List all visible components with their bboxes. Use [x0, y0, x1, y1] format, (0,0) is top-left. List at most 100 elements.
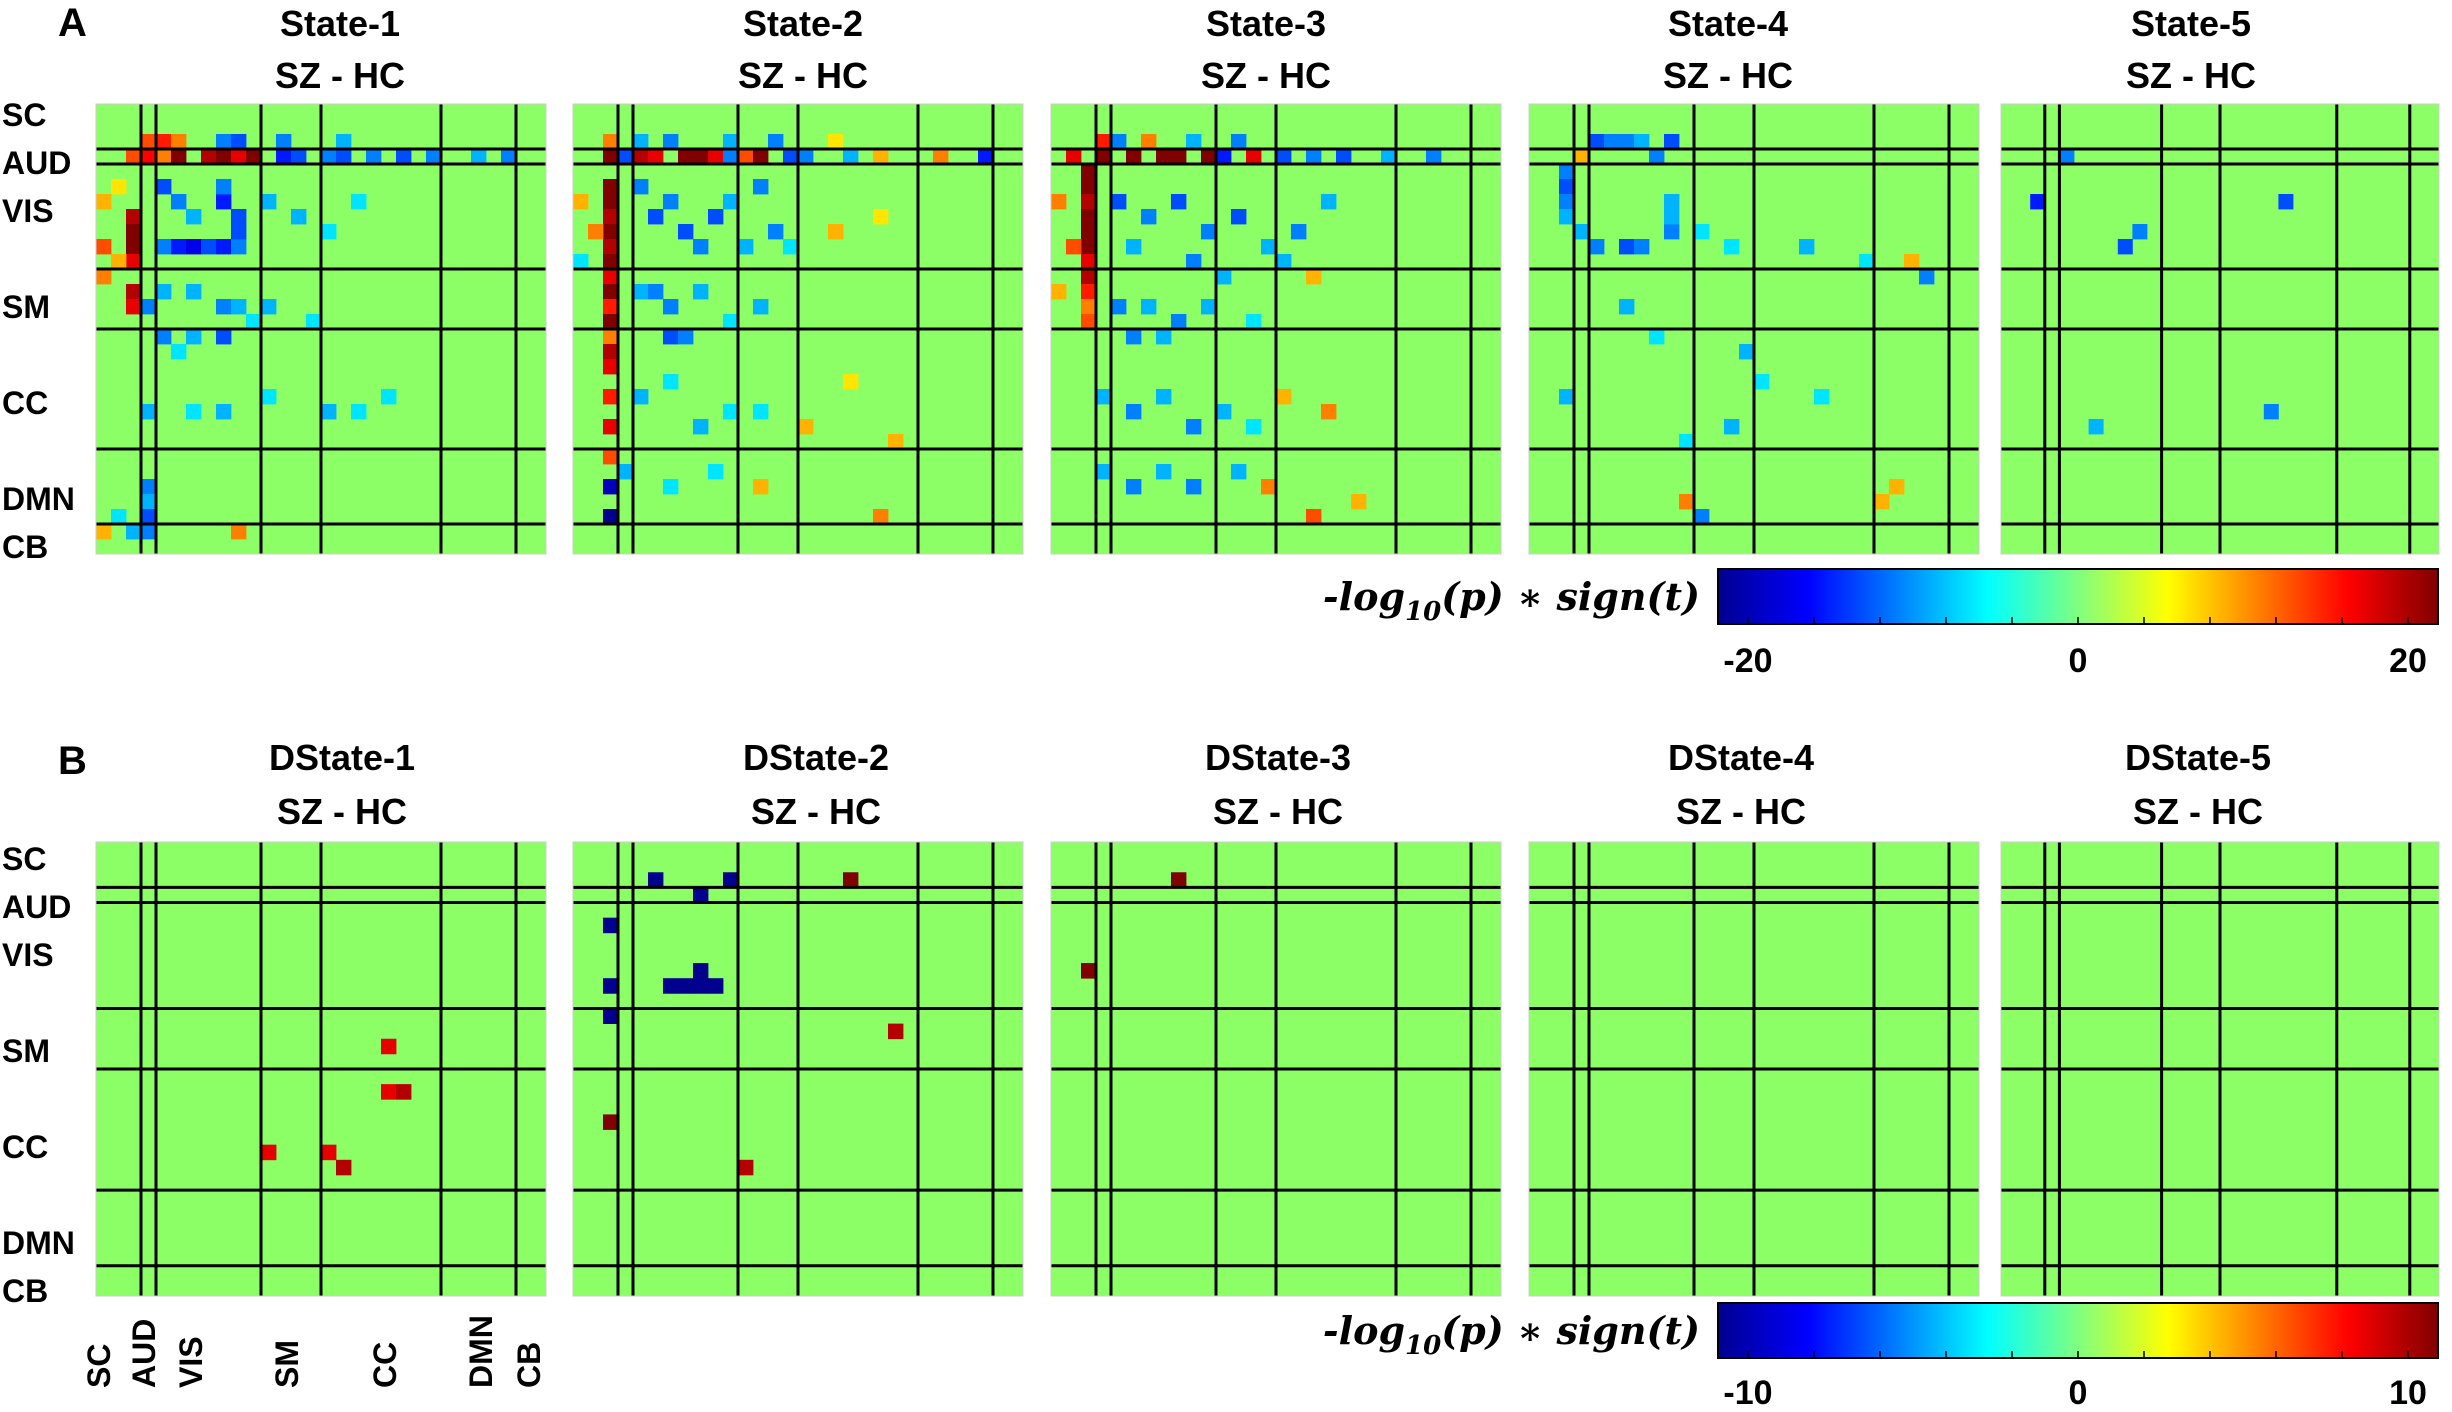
heatmap-matrices	[95, 103, 2440, 1297]
heatmap-cell	[618, 149, 634, 165]
row-label-vis: VIS	[2, 193, 54, 229]
heatmap-cell	[603, 239, 619, 255]
heatmap-cell	[141, 509, 157, 525]
heatmap-cell	[738, 239, 754, 255]
colorbar-tick: -20	[1723, 642, 1772, 680]
heatmap-cell	[186, 329, 202, 345]
col-label-cb: CB	[511, 1342, 547, 1388]
row-label-dmn: DMN	[2, 1225, 75, 1261]
heatmap-cell	[1739, 344, 1755, 360]
heatmap-cell	[1336, 149, 1352, 165]
heatmap-cell	[2088, 419, 2104, 435]
heatmap-b-4	[1528, 841, 1980, 1297]
heatmap-cell	[2059, 149, 2075, 165]
heatmap-cell	[723, 134, 739, 150]
heatmap-cell	[1664, 224, 1680, 240]
heatmap-cell	[1231, 209, 1247, 225]
heatmap-cell	[603, 194, 619, 210]
heatmap-cell	[321, 1144, 337, 1161]
heatmap-a-3	[1050, 103, 1502, 555]
heatmap-cell	[471, 149, 487, 165]
heatmap-cell	[1111, 134, 1127, 150]
heatmap-cell	[186, 284, 202, 300]
subplot-subtitle: SZ - HC	[2126, 55, 2256, 96]
colorbar-label: -log10(p) ∗ sign(t)	[1323, 574, 1700, 627]
heatmap-cell	[1156, 329, 1172, 345]
heatmap-cell	[603, 917, 619, 934]
heatmap-cell	[603, 179, 619, 195]
heatmap-cell	[1724, 419, 1740, 435]
heatmap-cell	[1799, 239, 1815, 255]
heatmap-cell	[1351, 494, 1367, 510]
heatmap-cell	[1096, 134, 1112, 150]
heatmap-cell	[261, 299, 277, 315]
heatmap-cell	[186, 239, 202, 255]
colorbar-tick-marks	[1747, 1351, 2409, 1358]
heatmap-cell	[1604, 134, 1620, 150]
heatmap-cell	[693, 239, 709, 255]
heatmap-cell	[231, 149, 247, 165]
subplot-title: DState-4	[1668, 737, 1814, 778]
heatmap-cell	[1619, 134, 1635, 150]
heatmap-cell	[156, 239, 172, 255]
heatmap-cell	[1156, 149, 1172, 165]
heatmap-cell	[1246, 314, 1262, 330]
heatmap-cell	[276, 134, 292, 150]
heatmap-cell	[1141, 134, 1157, 150]
row-label-cb: CB	[2, 529, 48, 565]
heatmap-cell	[873, 149, 889, 165]
heatmap-cell	[798, 419, 814, 435]
heatmap-cell	[888, 1023, 904, 1040]
heatmap-cell	[693, 963, 709, 979]
heatmap-cell	[603, 389, 619, 405]
heatmap-cell	[156, 149, 172, 165]
heatmap-cell	[111, 179, 127, 195]
heatmap-cell	[1081, 194, 1097, 210]
heatmap-cell	[603, 149, 619, 165]
heatmap-cell	[603, 509, 619, 525]
heatmap-cell	[723, 314, 739, 330]
heatmap-cell	[1171, 314, 1187, 330]
heatmap-cell	[1141, 209, 1157, 225]
subplot-title: State-4	[1668, 3, 1788, 44]
heatmap-cell	[603, 254, 619, 270]
heatmap-cell	[321, 224, 337, 240]
heatmap-cell	[573, 254, 589, 270]
panel-a-titles: State-1 SZ - HC State-2 SZ - HC State-3 …	[275, 3, 2256, 96]
heatmap-cell	[633, 389, 649, 405]
heatmap-cell	[603, 209, 619, 225]
subplot-title: DState-5	[2125, 737, 2271, 778]
heatmap-cell	[663, 194, 679, 210]
heatmap-cell	[351, 404, 367, 420]
subplot-subtitle: SZ - HC	[1213, 791, 1343, 832]
heatmap-cell	[321, 149, 337, 165]
heatmap-cell	[1559, 194, 1575, 210]
heatmap-cell	[1081, 239, 1097, 255]
heatmap-cell	[603, 344, 619, 360]
heatmap-cell	[1426, 149, 1442, 165]
heatmap-cell	[1276, 389, 1292, 405]
heatmap-b-1	[95, 841, 547, 1297]
heatmap-cell	[366, 149, 382, 165]
heatmap-cell	[261, 1144, 277, 1161]
heatmap-cell	[648, 209, 664, 225]
heatmap-cell	[723, 194, 739, 210]
heatmap-frame	[1050, 103, 1502, 555]
colorbar-label-subscript: 10	[1405, 1331, 1441, 1361]
heatmap-cell	[1081, 963, 1097, 979]
heatmap-cell	[1874, 494, 1890, 510]
heatmap-cell	[96, 239, 112, 255]
heatmap-cell	[396, 149, 412, 165]
heatmap-cell	[1216, 269, 1232, 285]
heatmap-cell	[336, 1159, 352, 1176]
panel-a-row-labels: SC AUD VIS SM CC DMN CB	[2, 97, 75, 565]
heatmap-cell	[1276, 254, 1292, 270]
subplot-title: DState-3	[1205, 737, 1351, 778]
heatmap-cell	[246, 149, 262, 165]
heatmap-cell	[828, 134, 844, 150]
heatmap-cell	[1889, 479, 1905, 495]
heatmap-cell	[96, 269, 112, 285]
heatmap-cell	[678, 978, 694, 994]
subplot-title: DState-2	[743, 737, 889, 778]
heatmap-cell	[1081, 254, 1097, 270]
